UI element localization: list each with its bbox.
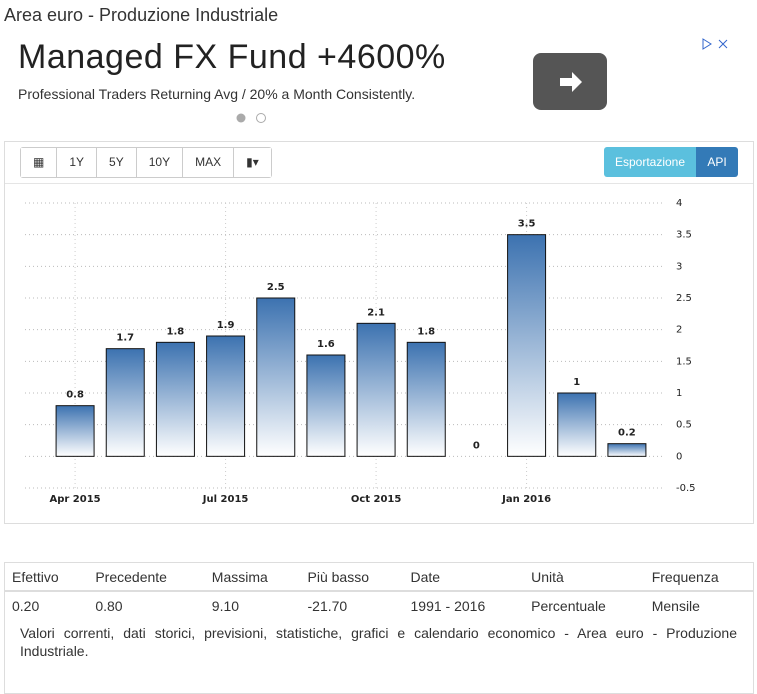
x-tick-label: Jan 2016 xyxy=(501,494,551,505)
value-label: 0.8 xyxy=(66,390,84,401)
value-label: 1.6 xyxy=(317,339,335,350)
bar xyxy=(206,335,246,457)
arrow-icon xyxy=(560,72,582,92)
column-header: Unità xyxy=(523,562,644,592)
y-tick-label: -0.5 xyxy=(676,483,696,494)
cell: -21.70 xyxy=(299,590,403,619)
value-label: 1 xyxy=(573,377,580,388)
column-header: Frequenza xyxy=(643,562,754,592)
column-header: Precedente xyxy=(87,562,204,592)
x-tick-label: Jul 2015 xyxy=(202,494,249,505)
y-tick-label: 3 xyxy=(676,261,682,272)
y-tick-label: 4 xyxy=(676,198,682,209)
bar xyxy=(155,341,195,457)
y-tick-label: 0.5 xyxy=(676,420,692,431)
x-tick-label: Oct 2015 xyxy=(351,494,402,505)
cell: Mensile xyxy=(643,590,754,619)
value-label: 0 xyxy=(473,440,480,451)
description: Valori correnti, dati storici, prevision… xyxy=(20,625,737,659)
bar xyxy=(256,297,296,457)
bar xyxy=(55,405,95,457)
value-label: 3.5 xyxy=(518,219,536,230)
separator xyxy=(5,183,753,184)
range-button[interactable]: MAX xyxy=(183,148,235,177)
value-label: 1.7 xyxy=(116,333,134,344)
value-label: 1.9 xyxy=(217,320,235,331)
column-header: Massima xyxy=(203,562,300,592)
bar xyxy=(406,341,446,457)
x-tick-label: Apr 2015 xyxy=(50,494,101,505)
value-label: 0.2 xyxy=(618,428,636,439)
header-row: Efettivo Precedente Massima Più basso Date Un… xyxy=(4,562,754,592)
value-label: 2.5 xyxy=(267,282,285,293)
cell: 1991 - 2016 xyxy=(402,590,524,619)
bar xyxy=(356,322,396,457)
bar xyxy=(607,443,647,457)
chart: 4 3.5 3 2.5 2 1.5 1 0.5 0 -0.5 Apr 2015 0.8 1.7 1.8 Ju… xyxy=(25,198,696,505)
cell: 0.80 xyxy=(87,590,204,619)
y-tick-label: 1 xyxy=(676,388,682,399)
stats-table: Efettivo Precedente Massima Più basso Date Un… xyxy=(4,562,754,619)
export-button[interactable]: Esportazione xyxy=(604,147,696,177)
bar xyxy=(557,392,597,457)
column-header: Più basso xyxy=(299,562,403,592)
column-header: Date xyxy=(402,562,524,592)
cell: 0.20 xyxy=(4,590,88,619)
cell: Percentuale xyxy=(523,590,644,619)
data-row: 0.20 0.80 9.10 -21.70 1991 - 2016 Percentuale… xyxy=(4,590,754,619)
range-button[interactable]: 5Y xyxy=(97,148,137,177)
page-title: Area euro - Produzione Industriale xyxy=(4,5,279,25)
column-header: Efettivo xyxy=(4,562,88,592)
y-tick-label: 3.5 xyxy=(676,230,692,241)
toolbar: ▦ 1Y 5Y 10Y MAX ▮▾ xyxy=(20,147,272,178)
y-tick-label: 0 xyxy=(676,451,682,462)
ad-headline[interactable]: Managed FX Fund +4600% xyxy=(18,38,446,76)
value-label: 1.8 xyxy=(167,326,185,337)
cell: 9.10 xyxy=(203,590,300,619)
bar xyxy=(306,354,346,457)
ad-button[interactable] xyxy=(533,53,607,110)
y-tick-label: 2.5 xyxy=(676,293,692,304)
calendar-button[interactable]: ▦ xyxy=(21,148,58,177)
api-button[interactable]: API xyxy=(696,147,738,177)
y-tick-label: 1.5 xyxy=(676,356,692,367)
bar xyxy=(507,234,547,457)
y-tick-label: 2 xyxy=(676,325,682,336)
chart-panel xyxy=(4,141,754,524)
value-label: 1.8 xyxy=(417,326,435,337)
value-label: 2.1 xyxy=(367,307,385,318)
chart-type-button[interactable]: ▮▾ xyxy=(234,148,271,177)
range-button[interactable]: 1Y xyxy=(57,148,98,177)
range-button[interactable]: 10Y xyxy=(136,148,184,177)
ad-text[interactable]: Professional Traders Returning Avg / 20%… xyxy=(18,86,416,102)
bar xyxy=(105,348,145,457)
